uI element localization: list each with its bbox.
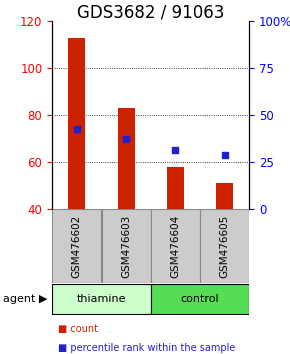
Point — [222, 152, 227, 158]
Bar — [102, 209, 151, 283]
Text: ■ count: ■ count — [58, 324, 98, 334]
Bar — [68, 38, 86, 209]
Bar — [167, 167, 184, 209]
Bar — [52, 284, 151, 314]
Bar — [151, 209, 200, 283]
Point — [124, 136, 128, 141]
Text: thiamine: thiamine — [77, 294, 126, 304]
Point — [173, 147, 178, 153]
Bar — [216, 183, 233, 209]
Text: GSM476605: GSM476605 — [220, 215, 230, 278]
Text: GSM476603: GSM476603 — [121, 215, 131, 278]
Text: GSM476602: GSM476602 — [72, 215, 82, 278]
Text: GSM476604: GSM476604 — [171, 215, 180, 278]
Title: GDS3682 / 91063: GDS3682 / 91063 — [77, 3, 224, 21]
Bar — [151, 284, 249, 314]
Bar — [52, 209, 101, 283]
Bar — [117, 108, 135, 209]
Text: ■ percentile rank within the sample: ■ percentile rank within the sample — [58, 343, 235, 353]
Point — [75, 126, 79, 132]
Text: agent ▶: agent ▶ — [3, 294, 47, 304]
Bar — [200, 209, 249, 283]
Text: control: control — [181, 294, 220, 304]
